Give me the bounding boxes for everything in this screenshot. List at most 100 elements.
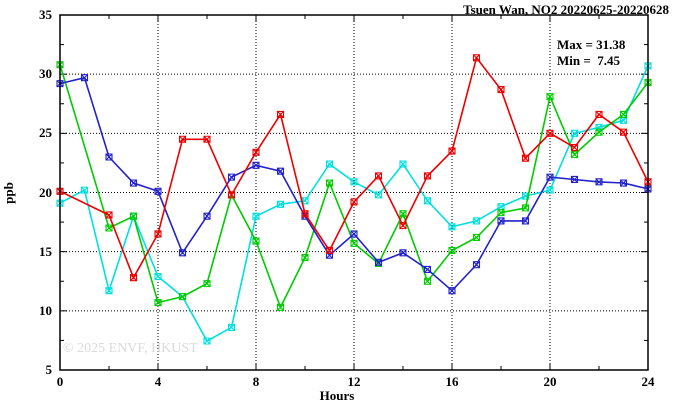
data-point-marker <box>399 222 407 230</box>
data-point-marker <box>129 212 138 220</box>
x-tick-label-24: 24 <box>641 374 655 389</box>
data-point-marker <box>619 128 628 136</box>
data-point-marker <box>546 93 554 101</box>
watermark: © 2025 ENVF, HKUST <box>63 341 198 356</box>
data-point-marker <box>154 187 162 195</box>
data-point-marker <box>80 186 89 194</box>
red-series-markers <box>56 54 652 282</box>
data-point-marker <box>350 230 358 238</box>
data-point-marker <box>497 209 505 217</box>
data-point-marker <box>276 167 285 175</box>
data-point-marker <box>399 210 407 218</box>
data-point-marker <box>129 179 138 187</box>
data-point-marker <box>178 135 187 143</box>
data-point-marker <box>423 277 432 285</box>
green-series-markers <box>56 61 652 311</box>
data-point-marker <box>252 161 260 169</box>
x-tick-label-4: 4 <box>154 374 162 389</box>
data-point-marker <box>595 110 603 118</box>
data-point-marker <box>227 191 236 199</box>
data-point-marker <box>178 293 187 301</box>
data-point-marker <box>448 287 456 295</box>
data-point-marker <box>570 129 579 137</box>
data-point-marker <box>472 217 481 225</box>
data-point-marker <box>301 254 309 262</box>
y-tick-label-15: 15 <box>39 243 52 259</box>
data-point-marker <box>497 86 505 94</box>
green-series-line <box>59 64 649 310</box>
data-point-marker <box>105 287 113 295</box>
y-tick-label-25: 25 <box>39 125 52 141</box>
max-min-annotation: Max = 31.38 Min = 7.45 <box>557 37 625 69</box>
data-point-marker <box>301 210 309 218</box>
data-point-marker <box>203 212 211 220</box>
data-point-marker <box>521 154 530 162</box>
y-tick-label-10: 10 <box>39 302 52 318</box>
data-point-marker <box>472 261 481 269</box>
data-point-marker <box>129 274 138 282</box>
data-point-marker <box>178 249 187 257</box>
data-point-marker <box>448 223 456 231</box>
chart-title: Tsuen Wan, NO2 20220625-20220628 <box>463 2 669 17</box>
data-point-marker <box>595 178 603 186</box>
data-point-marker <box>570 151 579 159</box>
y-tick-label-35: 35 <box>39 7 52 22</box>
y-tick-label-30: 30 <box>39 66 52 82</box>
x-tick-label-8: 8 <box>252 374 260 389</box>
data-point-marker <box>374 191 383 199</box>
plot-border <box>59 14 649 371</box>
red-series <box>56 54 652 282</box>
data-point-marker <box>448 246 456 255</box>
data-point-marker <box>252 237 260 245</box>
data-point-marker <box>154 272 162 281</box>
data-point-marker <box>252 212 260 220</box>
data-point-marker <box>497 203 505 211</box>
data-point-marker <box>105 224 113 232</box>
data-point-marker <box>546 173 554 181</box>
y-tick-label-5: 5 <box>45 362 53 377</box>
data-point-marker <box>350 198 358 206</box>
data-point-marker <box>521 217 530 225</box>
data-point-marker <box>521 204 530 212</box>
data-point-marker <box>472 54 481 62</box>
data-point-marker <box>619 179 628 187</box>
data-point-marker <box>374 258 383 266</box>
data-point-marker <box>203 337 211 345</box>
data-point-marker <box>276 303 285 311</box>
data-point-marker <box>497 217 505 225</box>
data-point-marker <box>448 147 456 155</box>
data-point-marker <box>423 172 432 180</box>
data-point-marker <box>252 148 260 156</box>
data-point-marker <box>423 265 432 273</box>
x-tick-label-12: 12 <box>347 374 361 389</box>
data-point-marker <box>546 186 554 194</box>
data-point-marker <box>619 110 628 118</box>
y-tick-label-20: 20 <box>39 184 52 200</box>
data-point-marker <box>595 128 603 136</box>
green-series <box>56 61 652 311</box>
max-annotation: Max = 31.38 <box>557 37 626 52</box>
data-point-marker <box>570 175 579 184</box>
x-tick-label-20: 20 <box>543 374 557 389</box>
data-point-marker <box>325 160 334 168</box>
data-point-marker <box>570 143 579 152</box>
data-point-marker <box>325 179 334 187</box>
x-tick-label-16: 16 <box>445 374 459 389</box>
data-point-marker <box>472 233 481 242</box>
min-annotation: Min = 7.45 <box>557 53 621 68</box>
data-point-marker <box>203 280 211 288</box>
data-point-marker <box>80 74 89 82</box>
data-point-marker <box>227 323 236 331</box>
data-point-marker <box>399 249 407 257</box>
data-point-marker <box>154 299 162 307</box>
data-point-marker <box>154 230 162 238</box>
x-axis-label: Hours <box>319 388 355 403</box>
data-point-marker <box>203 135 211 143</box>
red-series-line <box>59 56 649 280</box>
x-tick-label-0: 0 <box>56 374 64 389</box>
data-point-marker <box>276 200 285 208</box>
data-point-marker <box>399 160 407 168</box>
data-point-marker <box>423 197 432 205</box>
data-point-marker <box>374 172 383 180</box>
